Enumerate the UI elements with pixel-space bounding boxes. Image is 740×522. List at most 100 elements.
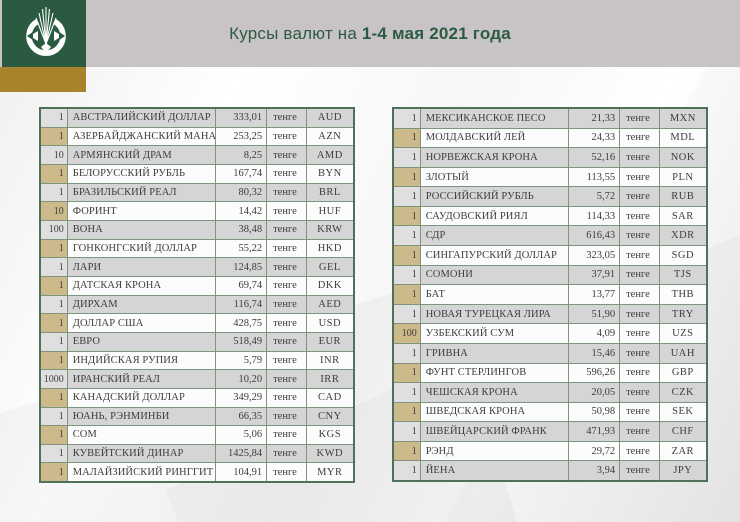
unit-cell: тенге bbox=[619, 461, 659, 480]
currency-name-cell: ДОЛЛАР США bbox=[66, 314, 215, 332]
table-row: 1 ИНДИЙСКАЯ РУПИЯ 5,79 тенге INR bbox=[41, 350, 353, 370]
unit-cell: тенге bbox=[619, 148, 659, 167]
currency-name-cell: СДР bbox=[419, 226, 568, 246]
currency-code-cell: KGS bbox=[305, 426, 353, 444]
currency-code-cell: EUR bbox=[305, 332, 353, 351]
unit-cell: тенге bbox=[619, 285, 659, 304]
table-row: 100 ВОНА 38,48 тенге KRW bbox=[41, 219, 353, 239]
qty-cell: 1 bbox=[394, 402, 420, 422]
table-row: 1 РЭНД 29,72 тенге ZAR bbox=[394, 440, 706, 461]
page-title-regular: Курсы валют на bbox=[229, 23, 362, 43]
currency-code-cell: CZK bbox=[658, 383, 706, 402]
qty-cell: 1 bbox=[41, 183, 67, 202]
currency-code-cell: AED bbox=[305, 295, 353, 314]
unit-cell: тенге bbox=[266, 220, 306, 239]
unit-cell: тенге bbox=[619, 324, 659, 343]
qty-cell: 1 bbox=[41, 127, 67, 146]
rates-table-left: 1 АВСТРАЛИЙСКИЙ ДОЛЛАР 333,01 тенге AUD 1 АЗЕР… bbox=[39, 107, 355, 483]
rate-cell: 114,33 bbox=[567, 206, 620, 226]
unit-cell: тенге bbox=[619, 206, 659, 226]
qty-cell: 1 bbox=[394, 128, 420, 148]
qty-cell: 1 bbox=[394, 148, 420, 167]
qty-cell: 1 bbox=[394, 461, 420, 480]
currency-code-cell: SEK bbox=[658, 402, 706, 422]
table-row: 10 АРМЯНСКИЙ ДРАМ 8,25 тенге AMD bbox=[41, 145, 353, 164]
rate-cell: 15,46 bbox=[567, 343, 620, 363]
currency-code-cell: MXN bbox=[658, 109, 706, 128]
rate-cell: 323,05 bbox=[567, 246, 620, 265]
table-row: 1 САУДОВСКИЙ РИЯЛ 114,33 тенге SAR bbox=[394, 205, 706, 226]
rate-cell: 333,01 bbox=[214, 109, 267, 127]
bank-emblem-icon bbox=[26, 7, 66, 56]
table-row: 1 ФУНТ СТЕРЛИНГОВ 596,26 тенге GBP bbox=[394, 362, 706, 383]
table-row: 1 АВСТРАЛИЙСКИЙ ДОЛЛАР 333,01 тенге AUD bbox=[41, 109, 353, 127]
currency-name-cell: ИНДИЙСКАЯ РУПИЯ bbox=[66, 351, 215, 370]
qty-cell: 1 bbox=[41, 314, 67, 332]
rate-cell: 51,90 bbox=[567, 304, 620, 324]
rate-cell: 349,29 bbox=[214, 388, 267, 407]
qty-cell: 1 bbox=[394, 206, 420, 226]
unit-cell: тенге bbox=[619, 128, 659, 148]
unit-cell: тенге bbox=[266, 202, 306, 220]
rate-cell: 5,72 bbox=[567, 187, 620, 206]
table-row: 1 СОМ 5,06 тенге KGS bbox=[41, 425, 353, 444]
unit-cell: тенге bbox=[619, 383, 659, 402]
rate-cell: 104,91 bbox=[214, 463, 267, 482]
currency-name-cell: ИРАНСКИЙ РЕАЛ bbox=[66, 370, 215, 388]
currency-code-cell: AMD bbox=[305, 146, 353, 164]
qty-cell: 1 bbox=[41, 295, 67, 314]
currency-code-cell: AUD bbox=[305, 109, 353, 127]
unit-cell: тенге bbox=[266, 332, 306, 351]
currency-code-cell: TRY bbox=[658, 304, 706, 324]
currency-name-cell: ЛАРИ bbox=[66, 258, 215, 276]
rate-cell: 167,74 bbox=[214, 164, 267, 183]
table-row: 1 БЕЛОРУССКИЙ РУБЛЬ 167,74 тенге BYN bbox=[41, 163, 353, 183]
rate-cell: 10,20 bbox=[214, 370, 267, 388]
national-bank-logo bbox=[2, 0, 86, 67]
currency-code-cell: TJS bbox=[658, 265, 706, 285]
qty-cell: 10 bbox=[41, 202, 67, 220]
rate-cell: 518,49 bbox=[214, 332, 267, 351]
rate-cell: 8,25 bbox=[214, 146, 267, 164]
qty-cell: 1 bbox=[394, 167, 420, 187]
currency-name-cell: ЮАНЬ, РЭНМИНБИ bbox=[66, 407, 215, 426]
currency-name-cell: УЗБЕКСКИЙ СУМ bbox=[419, 324, 568, 343]
currency-code-cell: KRW bbox=[305, 220, 353, 239]
table-row: 1 СОМОНИ 37,91 тенге TJS bbox=[394, 264, 706, 285]
unit-cell: тенге bbox=[266, 258, 306, 276]
table-row: 10 ФОРИНТ 14,42 тенге HUF bbox=[41, 201, 353, 220]
currency-code-cell: XDR bbox=[658, 226, 706, 246]
page-title-dates: 1-4 мая 2021 года bbox=[361, 23, 511, 43]
currency-code-cell: UZS bbox=[658, 324, 706, 343]
table-row: 1 ДИРХАМ 116,74 тенге AED bbox=[41, 294, 353, 314]
currency-name-cell: ШВЕДСКАЯ КРОНА bbox=[419, 402, 568, 422]
rate-cell: 116,74 bbox=[214, 295, 267, 314]
unit-cell: тенге bbox=[266, 276, 306, 295]
unit-cell: тенге bbox=[266, 444, 306, 463]
unit-cell: тенге bbox=[266, 183, 306, 202]
table-row: 100 УЗБЕКСКИЙ СУМ 4,09 тенге UZS bbox=[394, 323, 706, 343]
rate-cell: 37,91 bbox=[567, 265, 620, 285]
unit-cell: тенге bbox=[619, 343, 659, 363]
unit-cell: тенге bbox=[619, 187, 659, 206]
currency-code-cell: AZN bbox=[305, 127, 353, 146]
unit-cell: тенге bbox=[266, 295, 306, 314]
currency-name-cell: КУВЕЙТСКИЙ ДИНАР bbox=[66, 444, 215, 463]
rate-cell: 3,94 bbox=[567, 461, 620, 480]
qty-cell: 1 bbox=[41, 276, 67, 295]
table-row: 1 ЗЛОТЫЙ 113,55 тенге PLN bbox=[394, 166, 706, 187]
table-row: 1 КУВЕЙТСКИЙ ДИНАР 1425,84 тенге KWD bbox=[41, 443, 353, 463]
unit-cell: тенге bbox=[619, 422, 659, 441]
currency-code-cell: CNY bbox=[305, 407, 353, 426]
table-row: 1 БРАЗИЛЬСКИЙ РЕАЛ 80,32 тенге BRL bbox=[41, 182, 353, 202]
currency-code-cell: GEL bbox=[305, 258, 353, 276]
currency-code-cell: BYN bbox=[305, 164, 353, 183]
unit-cell: тенге bbox=[619, 363, 659, 383]
qty-cell: 1 bbox=[41, 258, 67, 276]
rate-cell: 66,35 bbox=[214, 407, 267, 426]
qty-cell: 10 bbox=[41, 146, 67, 164]
currency-code-cell: THB bbox=[658, 285, 706, 304]
qty-cell: 1 bbox=[394, 265, 420, 285]
table-row: 1 СДР 616,43 тенге XDR bbox=[394, 225, 706, 246]
